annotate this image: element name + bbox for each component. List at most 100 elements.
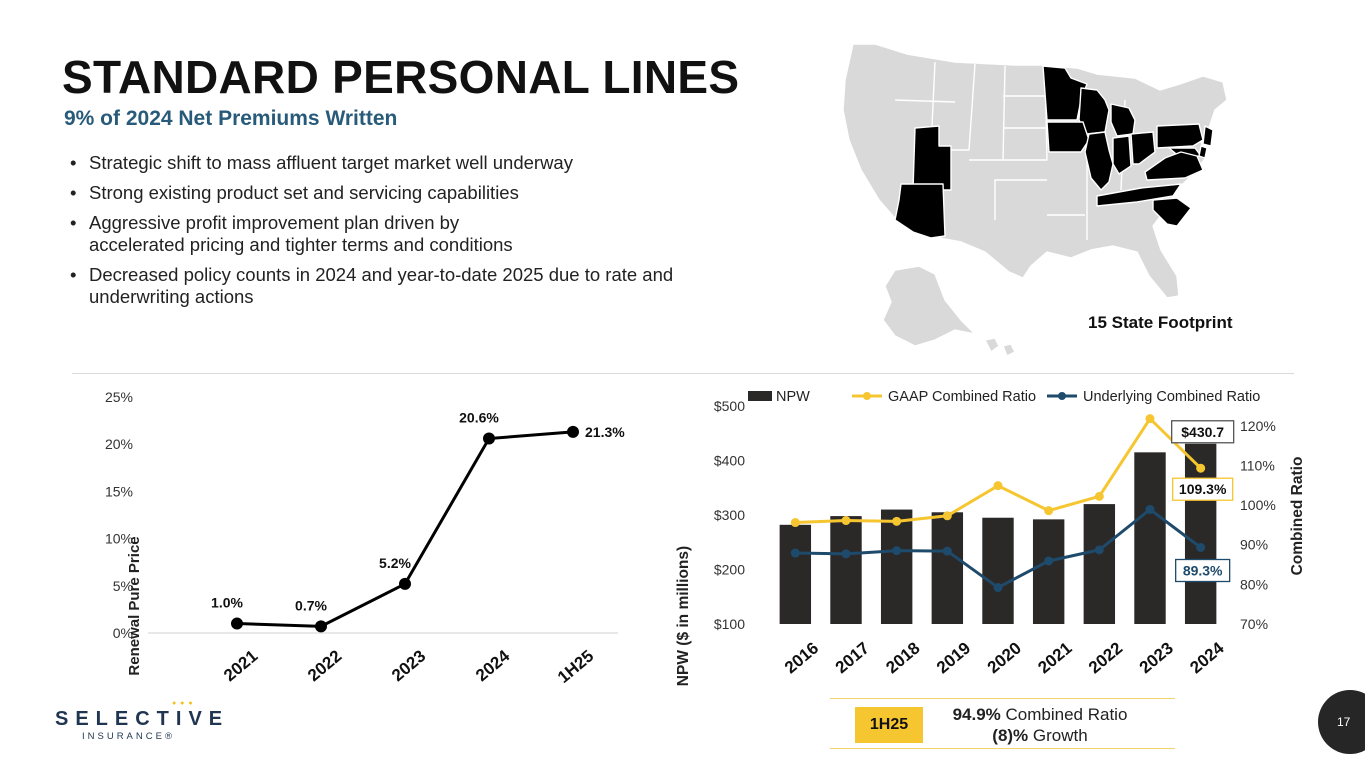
state-south-carolina: [1152, 197, 1192, 227]
x-tick-label: 2016: [781, 638, 822, 677]
data-point: [315, 620, 327, 633]
x-tick-label: 2024: [1186, 638, 1228, 677]
ratio-point: [1196, 543, 1206, 553]
summary-growth-value: (8)%: [992, 726, 1029, 745]
data-point: [567, 425, 579, 438]
ratio-point: [790, 548, 800, 558]
npw-callout: $430.7: [1181, 424, 1224, 440]
page-title: STANDARD PERSONAL LINES: [62, 51, 740, 103]
legend-label: GAAP Combined Ratio: [888, 389, 1036, 405]
ratio-point: [1196, 463, 1206, 473]
left-tick-label: $300: [714, 507, 745, 523]
summary-badge: 1H25: [855, 707, 923, 743]
npw-bar: [1032, 519, 1065, 624]
data-label: 1.0%: [211, 595, 243, 611]
gaap-callout-box: [1172, 477, 1234, 501]
state-iowa: [1046, 121, 1090, 153]
y-axis-label: Renewal Pure Price: [126, 536, 143, 675]
ratio-point: [942, 546, 952, 556]
x-tick-label: 1H25: [554, 646, 597, 687]
right-tick-label: 120%: [1240, 418, 1276, 434]
npw-bar: [982, 517, 1014, 624]
summary-top-rule: [830, 698, 1175, 699]
left-tick-label: $500: [714, 398, 745, 414]
ratio-point: [892, 516, 902, 526]
legend-swatch: [748, 391, 772, 401]
npw-bar: [830, 516, 862, 624]
x-tick-label: 2023: [388, 646, 429, 685]
left-tick-label: $400: [714, 453, 745, 469]
summary-growth-label: Growth: [1032, 726, 1088, 745]
ratio-point: [1094, 491, 1104, 501]
npw-bar: [1184, 443, 1217, 624]
left-tick-label: $200: [714, 562, 745, 578]
ratio-point: [1044, 556, 1054, 566]
underlying-callout: 89.3%: [1183, 563, 1223, 579]
ratio-point: [1145, 414, 1155, 424]
x-tick-label: 2019: [933, 638, 974, 677]
right-tick-label: 100%: [1240, 497, 1276, 513]
hawaii-base: [984, 337, 1000, 353]
company-logo: ● ● ● SELECTIVE INSURANCE®: [55, 700, 222, 750]
map-caption: 15 State Footprint: [1088, 313, 1233, 332]
ratio-point: [841, 516, 851, 526]
right-tick-label: 90%: [1240, 537, 1268, 553]
logo-dots-icon: ● ● ●: [172, 700, 194, 707]
summary-text: 94.9% Combined Ratio (8)% Growth: [930, 704, 1150, 746]
x-tick-label: 2023: [1136, 638, 1177, 677]
logo-subtitle: INSURANCE®: [82, 731, 175, 742]
data-point: [399, 577, 411, 590]
us-state-map: [842, 43, 1228, 357]
hawaii-base-2: [1002, 343, 1016, 357]
renewal-price-line: [236, 430, 574, 628]
ratio-point: [993, 583, 1003, 593]
npw-bar: [880, 509, 913, 624]
left-axis-label: NPW ($ in millions): [675, 546, 692, 686]
y-tick-label: 20%: [105, 436, 133, 452]
summary-ratio-label: Combined Ratio: [1005, 705, 1128, 724]
right-tick-label: 110%: [1240, 457, 1275, 473]
bullet-item: Strategic shift to mass affluent target …: [68, 152, 678, 174]
npw-callout-box: [1171, 420, 1235, 444]
summary-ratio-value: 94.9%: [952, 705, 1001, 724]
state-indiana: [1112, 135, 1132, 175]
ratio-point: [841, 549, 851, 559]
x-tick-label: 2020: [984, 638, 1025, 677]
state-arizona: [894, 183, 946, 239]
state-pennsylvania: [1156, 123, 1204, 149]
npw-bar: [1134, 452, 1166, 624]
section-divider: [72, 373, 1294, 374]
right-tick-label: 80%: [1240, 576, 1268, 592]
page-number: 17: [1337, 715, 1351, 729]
npw-bar: [779, 524, 812, 624]
x-tick-label: 2021: [220, 646, 261, 685]
state-new-jersey: [1202, 125, 1214, 147]
data-point: [483, 432, 495, 445]
left-tick-label: $100: [714, 616, 745, 632]
x-tick-label: 2018: [882, 638, 923, 677]
ratio-point: [892, 546, 902, 556]
state-ohio: [1130, 131, 1156, 165]
state-delaware: [1198, 145, 1208, 159]
data-label: 0.7%: [295, 597, 327, 613]
logo-wordmark: SELECTIVE: [55, 708, 230, 730]
ratio-point: [790, 518, 800, 528]
data-label: 20.6%: [459, 410, 499, 426]
npw-bar: [1083, 504, 1116, 624]
ratio-point: [1044, 506, 1054, 516]
ratio-point: [993, 481, 1003, 491]
gaap-callout: 109.3%: [1179, 481, 1227, 497]
ratio-point: [1094, 545, 1104, 555]
state-tennessee: [1096, 183, 1182, 207]
x-tick-label: 2021: [1034, 638, 1075, 677]
right-axis-label: Combined Ratio: [1289, 457, 1306, 576]
ratio-point: [1145, 504, 1155, 514]
x-tick-label: 2024: [472, 646, 514, 685]
state-virginia: [1144, 151, 1204, 181]
y-tick-label: 5%: [113, 578, 133, 594]
y-tick-label: 15%: [105, 483, 133, 499]
x-tick-label: 2017: [832, 638, 873, 677]
alaska-base: [882, 265, 976, 347]
legend-label: Underlying Combined Ratio: [1083, 389, 1260, 405]
x-tick-label: 2022: [304, 646, 345, 685]
